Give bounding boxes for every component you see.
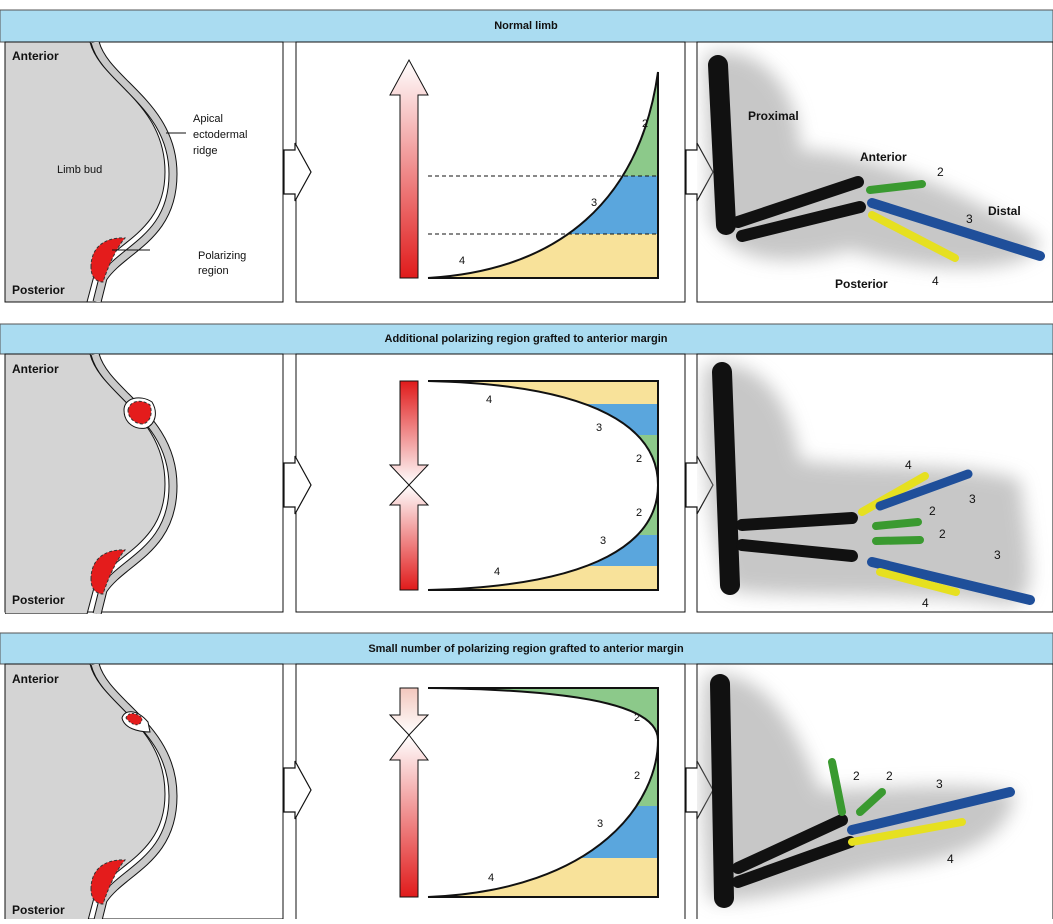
label: Normal limb [494, 20, 558, 32]
label: 2 [929, 504, 936, 518]
label: ectodermal [193, 129, 247, 141]
label: Proximal [748, 109, 799, 123]
label: Anterior [12, 49, 59, 63]
label: 3 [969, 492, 976, 506]
label: Additional polarizing region grafted to … [385, 333, 668, 345]
shape [718, 65, 726, 225]
label: 3 [994, 548, 1001, 562]
label: 2 [636, 507, 642, 519]
label: Posterior [835, 277, 888, 291]
label: 4 [922, 596, 929, 610]
label: Limb bud [57, 164, 102, 176]
label: Posterior [12, 593, 65, 607]
label: 2 [939, 527, 946, 541]
label: 3 [966, 212, 973, 226]
label: Posterior [12, 903, 65, 917]
label: 4 [488, 872, 494, 884]
label: 2 [634, 770, 640, 782]
label: 3 [591, 197, 597, 209]
label: region [198, 265, 229, 277]
label: 4 [494, 566, 500, 578]
label: 3 [600, 535, 606, 547]
label: 2 [937, 165, 944, 179]
label: 2 [886, 769, 893, 783]
shape [876, 540, 920, 541]
label: Anterior [860, 150, 907, 164]
label: 4 [459, 255, 465, 267]
label: Posterior [12, 283, 65, 297]
label: Anterior [12, 362, 59, 376]
label: Anterior [12, 672, 59, 686]
shape [876, 522, 918, 526]
figure: Normal limb Anterior Posterior Limb bud … [0, 0, 1053, 919]
label: 4 [486, 394, 492, 406]
label: 3 [936, 777, 943, 791]
label: Small number of polarizing region grafte… [368, 643, 684, 655]
shape [720, 684, 724, 898]
label: 2 [853, 769, 860, 783]
label: Apical [193, 113, 223, 125]
label: 4 [947, 852, 954, 866]
label: Distal [988, 204, 1021, 218]
shape [722, 372, 730, 585]
page: {"rows": [ {"title": "Normal limb", "lim… [0, 0, 1053, 919]
label: Polarizing [198, 250, 246, 262]
label: 4 [905, 458, 912, 472]
label: 2 [634, 712, 640, 724]
shape [742, 518, 852, 525]
label: 3 [596, 422, 602, 434]
label: ridge [193, 145, 217, 157]
label: 3 [597, 818, 603, 830]
label: 2 [636, 453, 642, 465]
label: 4 [932, 274, 939, 288]
label: 2 [642, 118, 648, 130]
